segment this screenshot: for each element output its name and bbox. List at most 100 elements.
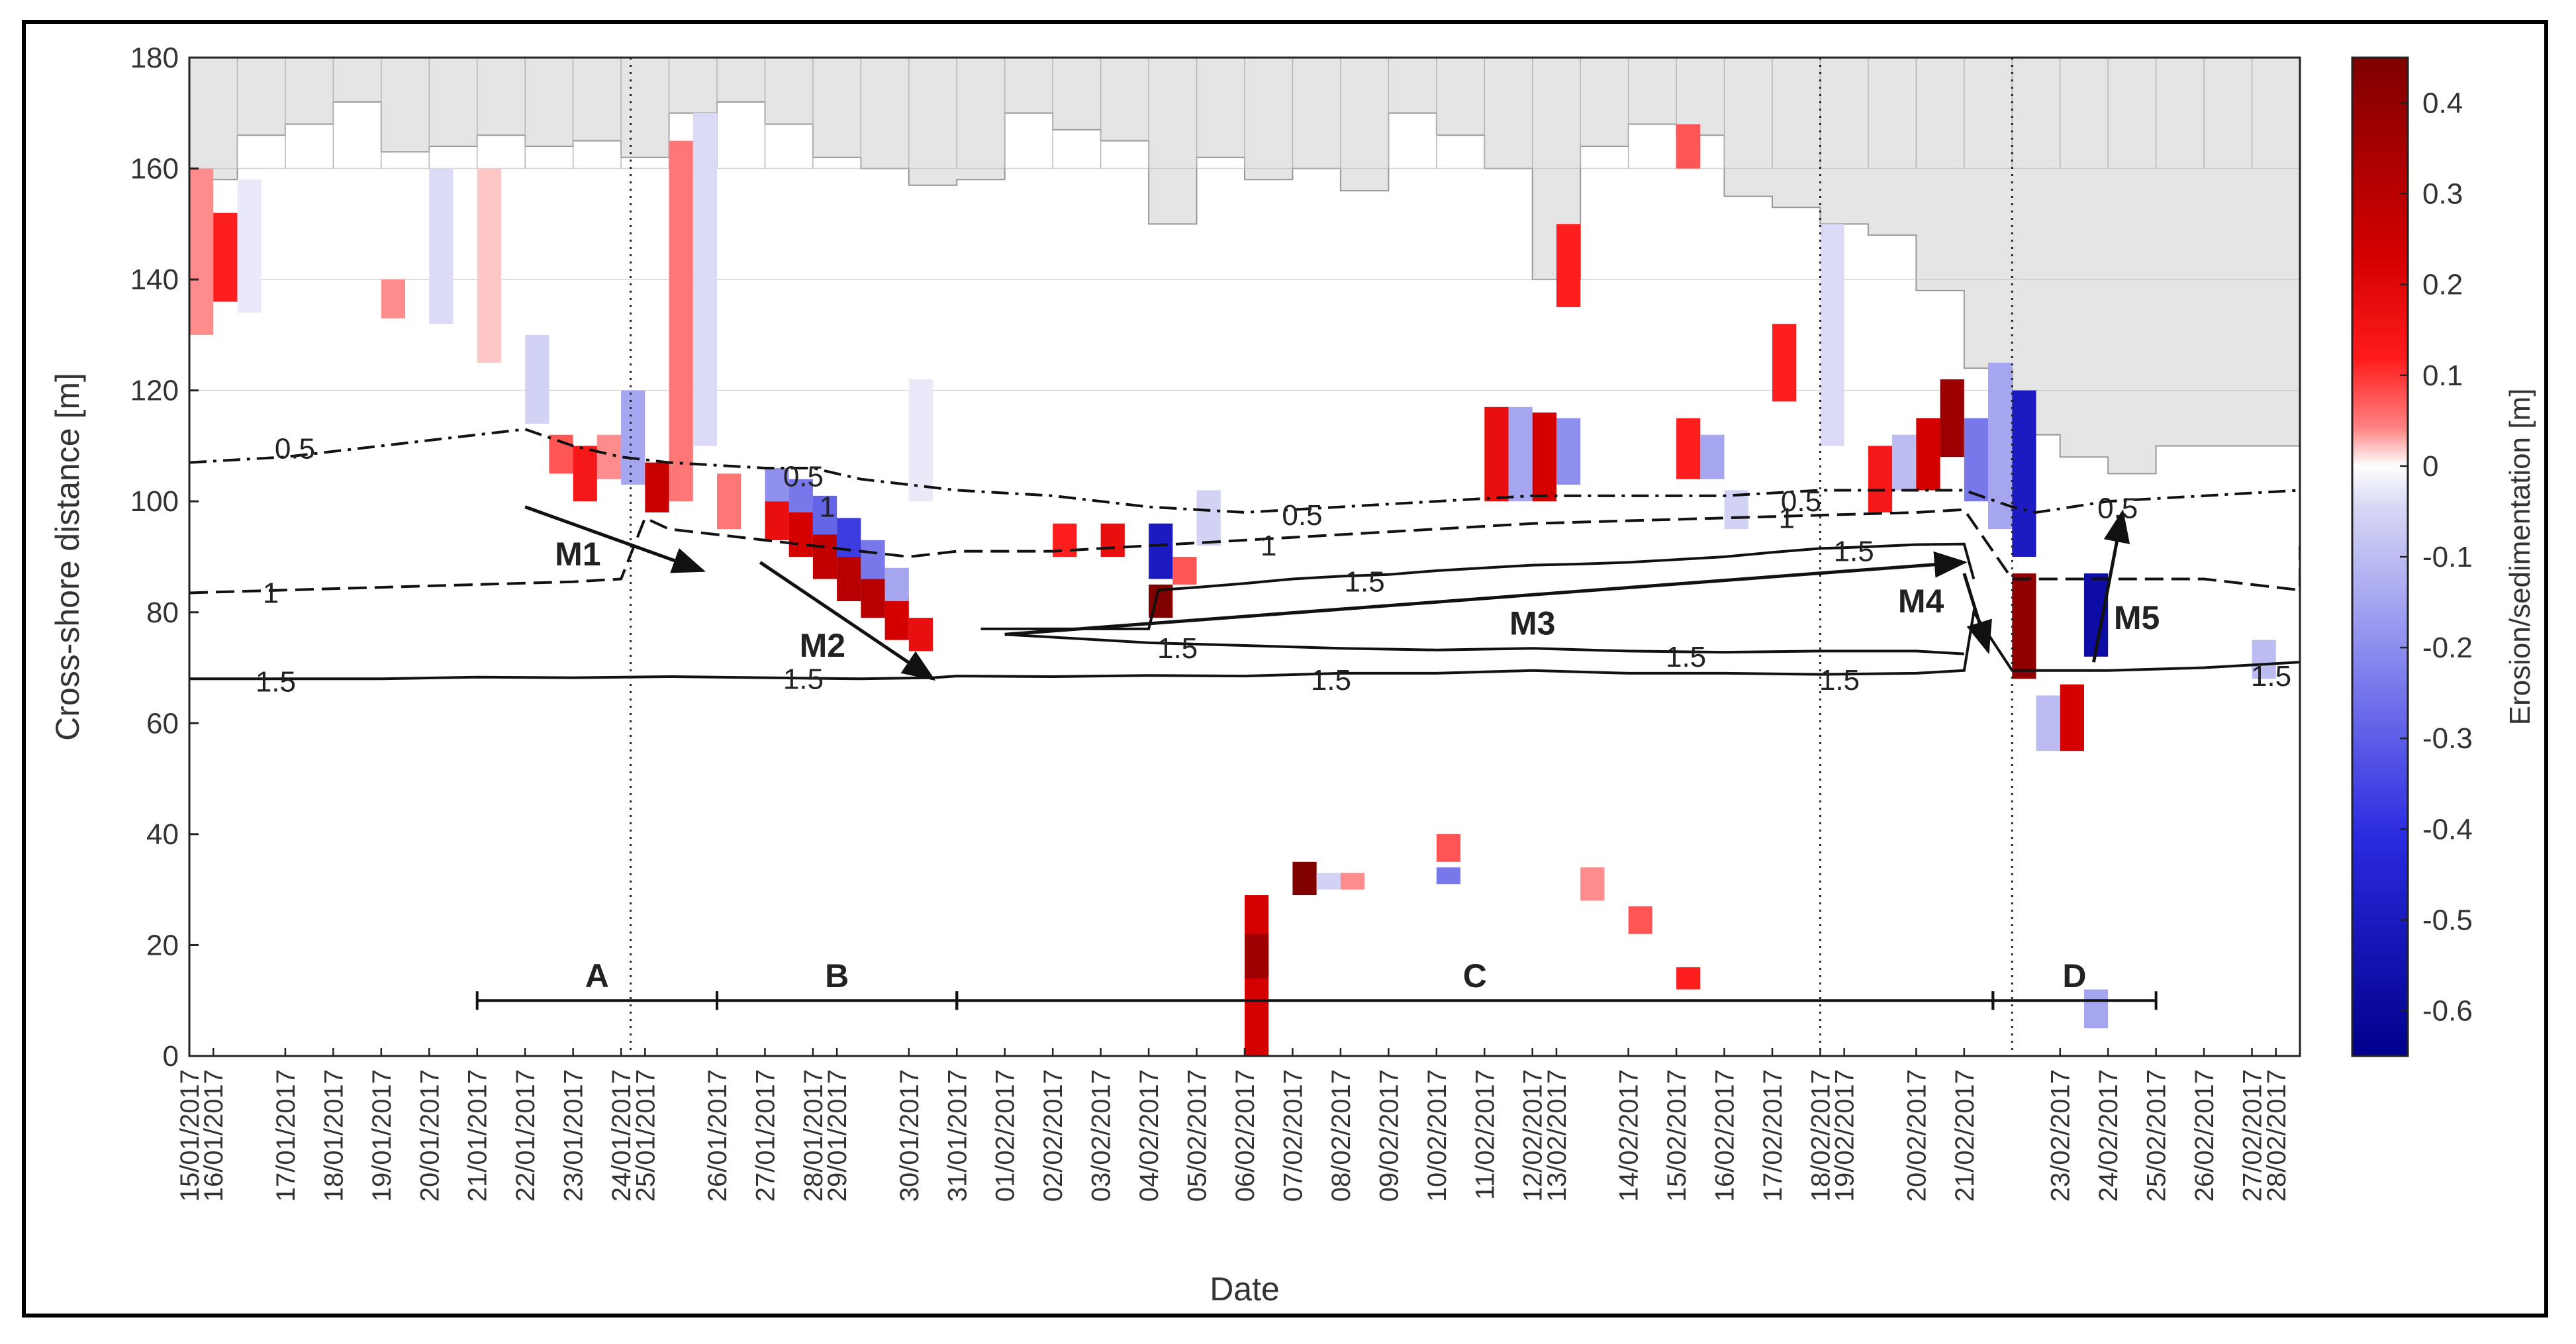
x-tick-label: 16/02/2017 (1711, 1069, 1740, 1202)
x-axis-title: Date (1210, 1271, 1280, 1308)
heatmap-cell (1556, 418, 1581, 485)
colorbar-tick-label: -0.5 (2422, 904, 2473, 936)
x-tick-label: 04/02/2017 (1135, 1069, 1164, 1202)
heatmap-cell (717, 473, 741, 530)
heatmap-cell (1916, 418, 1940, 491)
y-tick-label: 120 (130, 375, 179, 407)
x-tick-label: 21/02/2017 (1950, 1069, 1980, 1202)
contour-label: 1 (819, 491, 835, 524)
contour-label: 1.5 (1345, 566, 1385, 599)
heatmap-cell (1628, 906, 1652, 934)
heatmap-cell (237, 179, 262, 313)
x-tick-label: 26/02/2017 (2190, 1069, 2219, 1202)
x-tick-label: 29/01/2017 (823, 1069, 852, 1202)
heatmap-cell (1532, 412, 1556, 502)
arrow-M5 (2091, 509, 2130, 663)
x-tick-label: 23/02/2017 (2046, 1069, 2075, 1202)
colorbar-title: Erosion/sedimentation [m] (2504, 389, 2536, 726)
x-tick-label: 09/02/2017 (1374, 1069, 1404, 1202)
x-tick-label: 07/02/2017 (1278, 1069, 1308, 1202)
heatmap-cell (765, 501, 789, 540)
period-label-B: B (825, 957, 849, 994)
x-tick-label: 20/02/2017 (1902, 1069, 1931, 1202)
colorbar-tick-label: -0.1 (2422, 541, 2473, 573)
colorbar-tick-label: 0 (2422, 450, 2438, 483)
x-tick-label: 23/01/2017 (559, 1069, 589, 1202)
heatmap-cell (1676, 967, 1701, 990)
y-tick-label: 80 (146, 597, 179, 629)
x-tick-label: 08/02/2017 (1327, 1069, 1356, 1202)
heatmap-cell (621, 390, 645, 485)
arrow-label-M3: M3 (1509, 605, 1555, 642)
heatmap-cell (645, 462, 669, 512)
x-tick-label: 30/01/2017 (895, 1069, 924, 1202)
x-tick-label: 12/02/2017 (1519, 1069, 1548, 1202)
heatmap-cell (788, 479, 813, 512)
heatmap-cell (1700, 434, 1725, 479)
contour-label: 0.5 (783, 461, 824, 493)
heatmap-cell (525, 334, 549, 424)
heatmap-cell (2012, 573, 2036, 679)
x-tick-label: 18/01/2017 (319, 1069, 348, 1202)
arrow-label-M2: M2 (800, 627, 845, 664)
x-tick-label: 06/02/2017 (1231, 1069, 1260, 1202)
x-tick-label: 25/01/2017 (631, 1069, 660, 1202)
x-tick-label: 31/01/2017 (943, 1069, 972, 1202)
heatmap-cell (1676, 124, 1701, 169)
contour-label: 1.5 (1666, 641, 1706, 673)
colorbar-tick-label: -0.6 (2422, 994, 2473, 1027)
contour-1 (189, 508, 2300, 595)
contour-label: 1.5 (1311, 664, 1351, 696)
y-tick-label: 180 (130, 42, 179, 74)
period-label-D: D (2062, 957, 2086, 994)
x-tick-label: 15/02/2017 (1662, 1069, 1692, 1202)
contour-label: 0.5 (2097, 492, 2138, 524)
x-tick-label: 14/02/2017 (1615, 1069, 1644, 1202)
period-label-C: C (1463, 957, 1487, 994)
x-tick-label: 28/02/2017 (2262, 1069, 2291, 1202)
contour-0.5 (189, 428, 2300, 514)
x-tick-label: 01/02/2017 (991, 1069, 1020, 1202)
contour-label: 1.5 (1157, 632, 1198, 665)
x-tick-label: 25/02/2017 (2142, 1069, 2171, 1202)
y-tick-label: 20 (146, 929, 179, 961)
x-tick-label: 21/01/2017 (463, 1069, 493, 1202)
x-tick-label: 11/02/2017 (1470, 1069, 1500, 1200)
heatmap-cell (669, 140, 693, 502)
arrow-M2 (759, 561, 936, 681)
y-tick-label: 100 (130, 485, 179, 518)
y-tick-label: 140 (130, 264, 179, 296)
contour-label: 0.5 (1282, 499, 1322, 532)
colorbar-tick-label: 0.4 (2422, 87, 2463, 120)
y-tick-label: 40 (146, 818, 179, 851)
heatmap-cell (573, 446, 597, 502)
y-tick-label: 0 (163, 1040, 179, 1073)
colorbar-tick-label: -0.2 (2422, 632, 2473, 664)
contour-label: 1.5 (1834, 536, 1874, 568)
heatmap-cell (1892, 434, 1917, 491)
x-tick-label: 19/01/2017 (367, 1069, 397, 1202)
arrow-M3 (1004, 551, 1968, 636)
heatmap-cell (1436, 867, 1461, 885)
colorbar-tick-label: 0.3 (2422, 178, 2463, 211)
x-tick-label: 03/02/2017 (1087, 1069, 1116, 1202)
contour-label: 1.5 (783, 663, 824, 695)
y-axis-title: Cross-shore distance [m] (49, 373, 86, 741)
contour-label: 1 (263, 577, 279, 609)
contour-1.5 (980, 542, 1976, 630)
contour-label: 0.5 (1781, 485, 1821, 518)
x-tick-label: 27/02/2017 (2238, 1069, 2267, 1202)
heatmap-cell (884, 567, 909, 602)
y-tick-label: 160 (130, 153, 179, 185)
heatmap-cell (1940, 379, 1964, 457)
heatmap-cell (381, 279, 406, 318)
heatmap-cell (1580, 867, 1605, 901)
heatmap-cell (1724, 490, 1748, 530)
heatmap-cell (477, 168, 501, 363)
contour-label: 1 (1261, 530, 1276, 562)
x-tick-label: 05/02/2017 (1183, 1069, 1212, 1202)
x-tick-label: 22/01/2017 (511, 1069, 540, 1202)
heatmap-cell (1820, 224, 1844, 446)
heatmap-cell (1172, 557, 1197, 585)
x-tick-label: 17/01/2017 (271, 1069, 301, 1202)
